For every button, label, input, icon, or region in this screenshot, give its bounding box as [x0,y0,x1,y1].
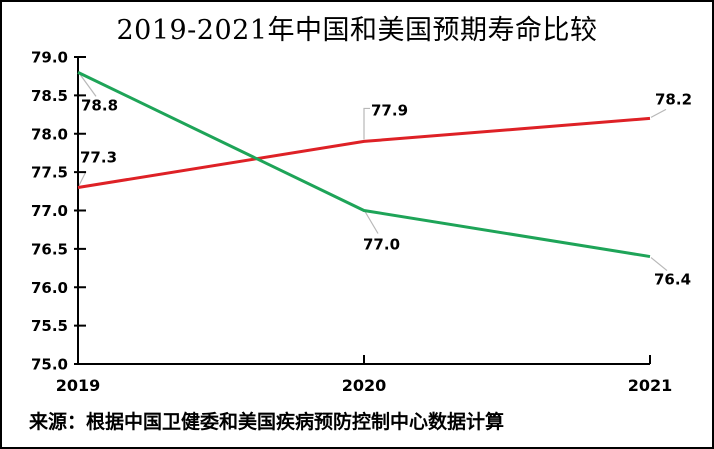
data-point-label: 77.9 [371,101,408,119]
data-point-label: 78.2 [655,90,692,108]
y-tick-label: 76.5 [31,240,68,258]
y-tick-label: 78.0 [31,125,68,143]
data-point-label: 78.8 [81,96,118,114]
y-tick-label: 75.5 [31,317,68,335]
red-line [77,116,651,189]
x-tick-label: 2021 [628,376,673,395]
leader-line [364,211,379,234]
chart-title: 2019-2021年中国和美国预期寿命比较 [116,15,598,46]
y-tick-label: 76.0 [31,279,68,297]
data-point-label: 77.0 [363,236,400,254]
data-point-label: 77.3 [80,148,117,166]
leader-line [363,107,370,140]
y-tick-label: 78.5 [31,87,68,105]
y-tick-label: 75.0 [31,356,68,374]
green-line [77,70,651,259]
y-tick-label: 79.0 [31,49,68,67]
y-tick-label: 77.0 [31,202,68,220]
y-tick-label: 77.5 [31,164,68,182]
source-note: 来源：根据中国卫健委和美国疾病预防控制中心数据计算 [29,411,505,433]
x-tick-label: 2020 [342,376,387,395]
leader-line [650,108,667,118]
leader-line [79,73,97,97]
x-tick-label: 2019 [56,376,101,395]
leader-line [78,171,87,186]
leader-line [650,257,668,272]
data-point-label: 76.4 [654,271,691,289]
